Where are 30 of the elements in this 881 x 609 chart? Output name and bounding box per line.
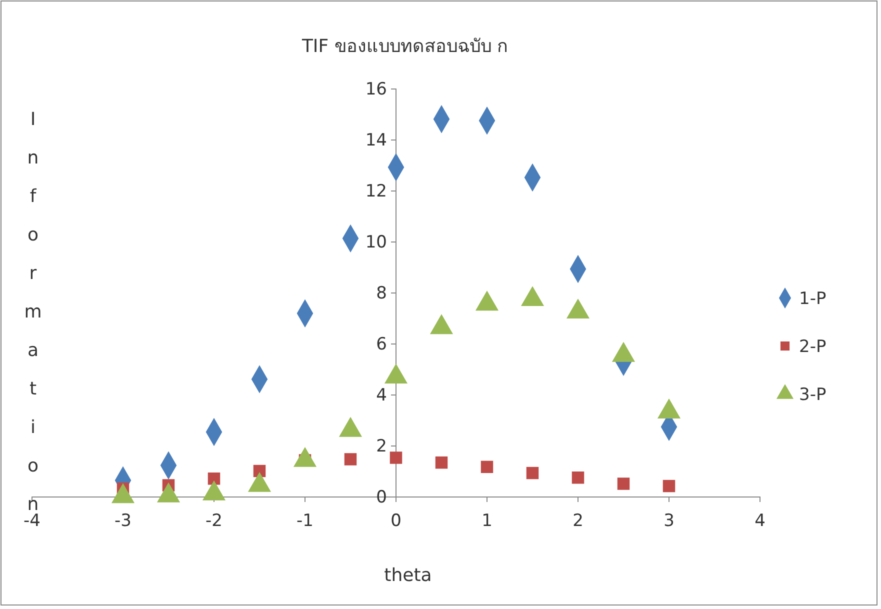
y-tick-label: 12 [365,181,387,202]
x-tick-label: 0 [390,511,402,532]
x-tick-label: 4 [754,511,766,532]
legend-label: 3-P [799,385,826,405]
x-tick-label: 3 [664,511,674,532]
point [617,478,630,490]
point [208,472,220,485]
y-tick-label: 14 [365,130,387,150]
x-tick-label: -3 [114,511,132,532]
point [572,471,584,484]
y-tick-label: 2 [376,436,387,456]
y-tick-label: 6 [376,334,387,354]
legend-label: 1-P [799,289,826,309]
point [662,480,676,492]
y-tick-label: 4 [376,385,387,406]
point [344,453,357,466]
x-tick-label: 2 [572,511,584,532]
chart-title: TIF ของแบบทดสอบฉบับ ก [300,36,508,57]
point [390,452,402,464]
y-tick-label: 16 [365,79,387,100]
point [435,456,448,469]
x-axis-title: theta [384,565,432,586]
x-tick-label: -2 [206,511,222,532]
point [526,466,539,480]
legend-label: 2-P [799,337,826,357]
x-tick-label: 1 [482,511,492,532]
y-tick-label: 10 [365,232,387,252]
x-tick-label: -1 [296,511,314,532]
y-tick-label: 8 [376,283,387,304]
point [480,460,494,474]
